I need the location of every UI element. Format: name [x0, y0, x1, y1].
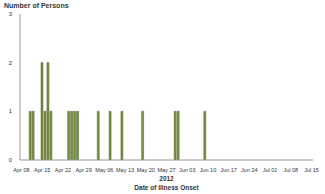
svg-text:Apr 15: Apr 15	[34, 167, 50, 173]
svg-text:Jun 10: Jun 10	[200, 167, 217, 173]
svg-text:Apr 22: Apr 22	[55, 167, 71, 173]
svg-text:Jul 08: Jul 08	[283, 167, 298, 173]
svg-text:Jun 03: Jun 03	[179, 167, 196, 173]
svg-text:3: 3	[9, 11, 13, 17]
html-text:2012: 2012	[159, 175, 174, 182]
svg-text:May 13: May 13	[116, 167, 134, 173]
svg-text:1: 1	[9, 108, 13, 114]
svg-text:2: 2	[9, 60, 13, 66]
svg-text:Jul 15: Jul 15	[304, 167, 317, 173]
svg-text:May 06: May 06	[95, 167, 113, 173]
svg-text:Apr 29: Apr 29	[76, 167, 92, 173]
html-text:Date of Illness Onset: Date of Illness Onset	[134, 184, 199, 191]
svg-text:May 27: May 27	[157, 167, 175, 173]
svg-text:Jul 01: Jul 01	[263, 167, 278, 173]
html-text:Number of Persons: Number of Persons	[4, 2, 69, 9]
svg-text:May 20: May 20	[137, 167, 155, 173]
svg-text:Apr 08: Apr 08	[13, 167, 29, 173]
svg-text:Jun 24: Jun 24	[241, 167, 258, 173]
svg-text:Jun 17: Jun 17	[220, 167, 237, 173]
svg-text:0: 0	[9, 157, 13, 163]
